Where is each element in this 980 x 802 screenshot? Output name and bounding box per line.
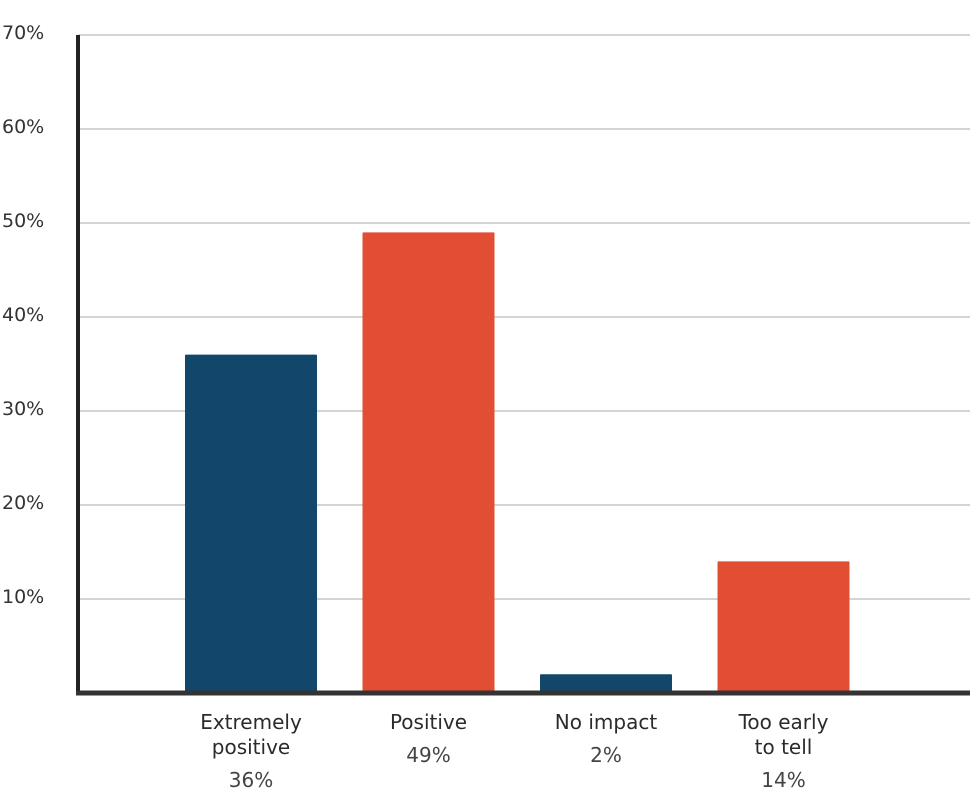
x-label-group: No impact 2% bbox=[521, 710, 691, 768]
x-tick-label: Too early to tell bbox=[738, 710, 829, 759]
y-tick-label: 40% bbox=[2, 304, 45, 326]
x-tick-label: Extremely positive bbox=[200, 710, 302, 759]
x-label-group: Too early to tell 14% bbox=[699, 710, 869, 793]
y-tick-label: 20% bbox=[2, 492, 45, 514]
value-label: 14% bbox=[761, 768, 806, 792]
y-tick-label: 30% bbox=[2, 398, 45, 420]
y-tick-label: 50% bbox=[2, 210, 45, 232]
y-tick-label: 70% bbox=[2, 22, 45, 44]
value-label: 36% bbox=[228, 768, 274, 792]
value-label: 49% bbox=[406, 743, 451, 767]
x-tick-label: No impact bbox=[554, 710, 658, 734]
y-tick-label: 60% bbox=[2, 116, 45, 138]
x-tick-label: Positive bbox=[389, 710, 468, 734]
bar bbox=[540, 674, 672, 693]
x-label-group: Positive 49% bbox=[344, 710, 514, 768]
bar bbox=[185, 354, 317, 693]
x-label-group: Extremely positive 36% bbox=[166, 710, 336, 793]
bar bbox=[362, 232, 495, 693]
y-tick-label: 10% bbox=[2, 586, 45, 608]
bar bbox=[717, 561, 850, 693]
value-label: 2% bbox=[590, 743, 622, 767]
